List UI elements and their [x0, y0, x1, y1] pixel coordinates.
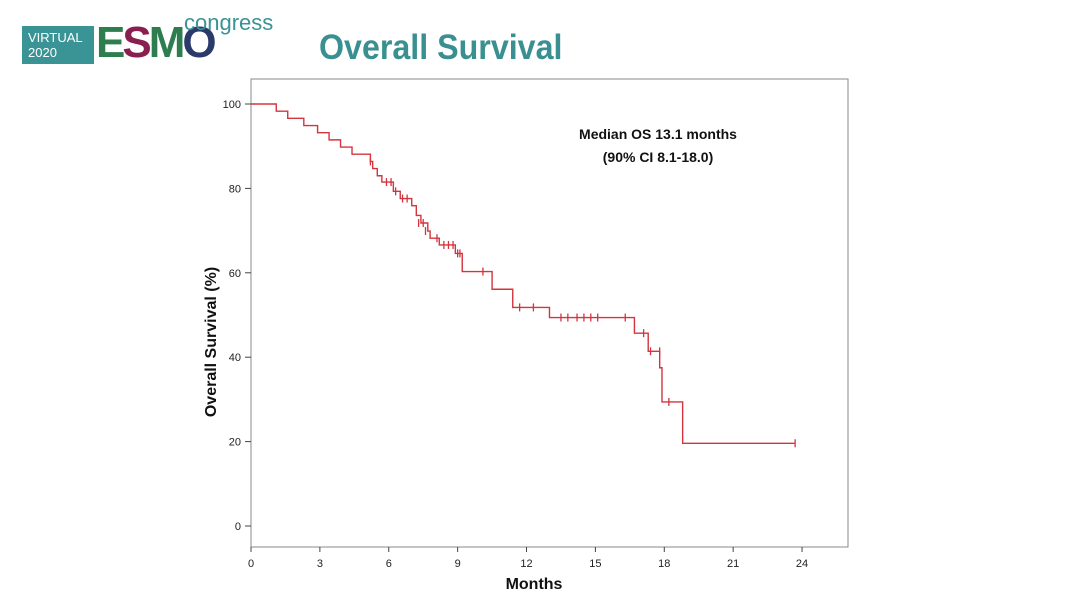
logo-letter: O	[182, 18, 216, 67]
logo-letter: M	[148, 18, 186, 67]
x-tick-label: 9	[455, 558, 461, 570]
y-tick-label: 80	[229, 183, 241, 195]
survival-step-line	[251, 103, 796, 444]
virtual-2020-badge: VIRTUAL 2020	[22, 26, 94, 64]
logo-letter: S	[122, 18, 151, 67]
plot-frame	[250, 78, 849, 548]
axes-group: 0 3 6 9 12 15 18 21 24 0 20 40 60 80 100	[223, 99, 809, 570]
x-tick-label: 24	[796, 558, 808, 570]
x-tick-label: 12	[520, 558, 532, 570]
x-tick-label: 18	[658, 558, 670, 570]
logo-virtual-text: VIRTUAL	[28, 30, 83, 45]
y-tick-label: 20	[229, 437, 241, 449]
esmo-logo: VIRTUAL 2020 ESMO congress	[22, 10, 273, 67]
y-tick-label: 100	[223, 99, 241, 111]
logo-esmo-wordmark: ESMO	[96, 18, 217, 67]
y-axis-title: Overall Survival (%)	[203, 267, 220, 417]
censor-marks-group	[369, 157, 796, 448]
x-tick-label: 6	[386, 558, 392, 570]
y-tick-label: 40	[229, 352, 241, 364]
logo-letter: E	[96, 18, 125, 67]
logo-congress-text: congress	[184, 10, 274, 35]
y-tick-label: 0	[235, 521, 241, 533]
confidence-interval-annotation: (90% CI 8.1-18.0)	[603, 149, 714, 165]
slide-title: Overall Survival	[319, 28, 563, 67]
y-tick-label: 60	[229, 268, 241, 280]
survival-curve-group	[251, 103, 796, 444]
median-os-annotation: Median OS 13.1 months	[579, 126, 737, 142]
x-tick-label: 15	[589, 558, 601, 570]
logo-year-text: 2020	[28, 45, 57, 60]
x-tick-label: 21	[727, 558, 739, 570]
x-tick-label: 0	[248, 558, 254, 570]
x-axis-title: Months	[506, 576, 563, 593]
x-tick-label: 3	[317, 558, 323, 570]
